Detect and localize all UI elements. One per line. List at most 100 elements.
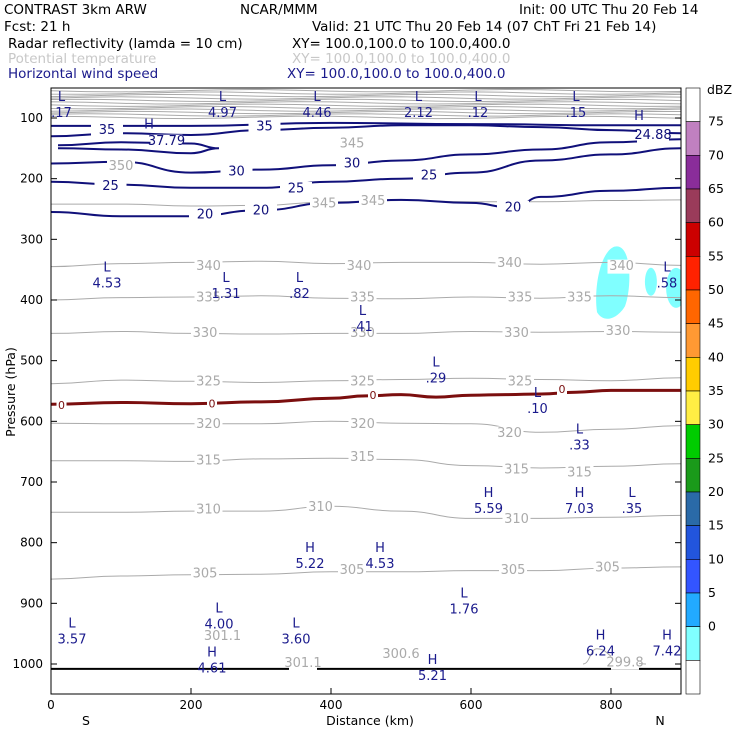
y-tick-label: 100 [20,111,43,125]
wind-label-bg [637,128,669,143]
header-center: NCAR/MMM [240,2,318,18]
colorbar-swatch [685,660,701,695]
colorbar-label: 75 [708,114,724,129]
theta-label-bg [359,194,387,209]
wind-label: 30 [228,164,245,179]
theta-label: 310 [308,500,333,515]
theta-label-bg [194,417,223,432]
theta-label-bg [194,453,223,468]
header-valid: Valid: 21 UTC Thu 20 Feb 14 (07 ChT Fri … [312,19,656,35]
low-marker: L [359,304,367,319]
theta-label: 320 [497,426,522,441]
theta-label: 335 [508,291,533,306]
wind-label: 20 [197,208,214,223]
theta-label: 315 [350,450,375,465]
theta-label: 320 [196,417,221,432]
theta-label-bg [565,465,594,480]
extremum-value: 1.31 [212,287,241,302]
wind-label: 25 [102,179,119,194]
x-end-south: S [82,713,90,728]
theta-label-bg [607,259,636,274]
theta-strat-line [51,88,681,93]
theta-strat-line [51,108,681,112]
theta-strat-line [51,98,681,103]
theta-strat-line [51,110,681,115]
extremum-value: .15 [566,106,587,121]
theta-label-bg [499,563,527,578]
extremum-value: 1.76 [450,602,479,617]
x-axis-label: Distance (km) [326,713,414,728]
colorbar-swatch [685,155,701,190]
theta-strat-line [51,101,681,105]
wind-label-bg [150,134,183,149]
colorbar-swatch [685,424,701,459]
high-marker: H [596,629,606,644]
high-marker: H [207,646,217,661]
freezing-label: 0 [209,397,216,410]
low-marker: L [215,601,223,616]
freezing-label-bg [557,383,567,396]
extremum-value: .10 [527,402,548,417]
extremum-value: 4.00 [205,617,234,632]
theta-strat-line [51,105,681,110]
wind-label: 37.79 [148,134,185,149]
theta-label-bg [611,655,639,670]
colorbar-swatch [685,626,701,661]
y-tick-label: 900 [20,596,43,610]
colorbar-swatch [685,87,701,122]
x-axis: 0 200 400 600 800 [47,688,622,712]
theta-label: 315 [567,465,592,480]
extremum-value: 7.03 [565,502,594,517]
reflectivity-cell [644,267,657,296]
colorbar-label: 30 [708,417,724,432]
high-marker: H [662,629,672,644]
theta-strat-line [51,115,681,120]
extremum-value: 6.24 [586,645,615,660]
low-marker: L [628,486,636,501]
theta-label-bg [348,450,377,465]
freezing-label-bg [56,400,67,413]
theta-label: 301.1 [284,656,321,671]
low-marker: L [415,90,423,105]
y-tick-label: 1000 [12,657,43,671]
colorbar-label: 70 [708,147,724,162]
theta-label-bg [506,291,534,306]
theta-label-bg [565,291,594,306]
wind-label: 30 [344,157,361,172]
reflectivity-cell [596,246,630,319]
colorbar-swatch [685,390,701,425]
extremum-value: 5.22 [296,557,325,572]
theta-label: 340 [497,256,522,271]
colorbar-label: 15 [708,518,724,533]
x-end-north: N [655,713,664,728]
extremum-value: 4.97 [208,106,237,121]
header-model: CONTRAST 3km ARW [4,2,147,18]
theta-label-bg [338,563,366,578]
theta-label: 310 [504,512,529,527]
field-reflectivity-xy: XY= 100.0,100.0 to 100.0,400.0 [292,36,510,52]
field-theta: Potential temperature [8,51,156,67]
x-tick-label: 200 [180,698,203,712]
x-tick-label: 0 [47,698,55,712]
colorbar-label: 20 [708,484,724,499]
freezing-label: 0 [58,399,65,412]
colorbar-label: 50 [708,282,724,297]
theta-label-bg [502,462,531,477]
theta-label-bg [502,512,531,527]
extremum-value: .82 [289,287,310,302]
theta-label: 345 [312,197,337,212]
y-tick-label: 200 [20,172,43,186]
theta-label-bg [502,326,531,341]
theta-label-bg [194,502,223,517]
wind-contour [51,121,681,127]
theta-label-bg [191,326,219,341]
theta-label: 335 [196,291,221,306]
wind-contour [51,124,681,138]
wind-contour [51,186,681,218]
low-marker: L [222,271,230,286]
theta-label-bg [348,417,377,432]
wind-label-bg [91,123,123,138]
colorbar-swatch [685,323,701,358]
theta-label: 330 [606,324,631,339]
